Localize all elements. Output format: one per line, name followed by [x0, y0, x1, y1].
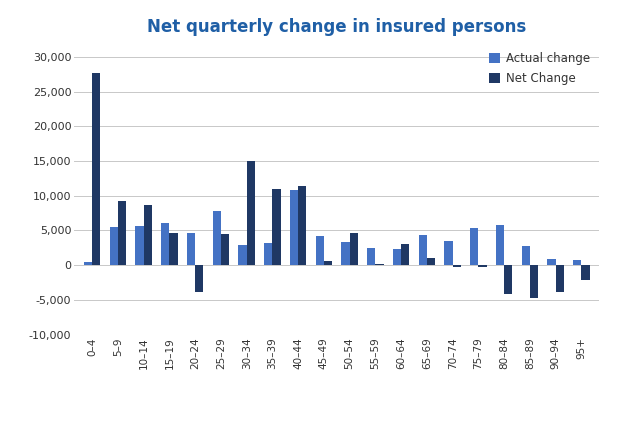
Bar [247, 161, 255, 265]
Bar [582, 265, 590, 281]
Bar [376, 264, 384, 265]
Bar [393, 249, 401, 265]
Bar [350, 233, 358, 265]
Bar [239, 245, 247, 265]
Bar [118, 201, 126, 265]
Bar [143, 205, 152, 265]
Bar [401, 245, 410, 265]
Bar [298, 186, 307, 265]
Bar [187, 233, 195, 265]
Bar [213, 211, 221, 265]
Bar [290, 190, 298, 265]
Bar [478, 265, 487, 267]
Bar [110, 227, 118, 265]
Bar [135, 226, 144, 265]
Bar [265, 243, 273, 265]
Bar [342, 242, 350, 265]
Bar [470, 228, 478, 265]
Bar [273, 189, 281, 265]
Bar [169, 233, 178, 265]
Bar [556, 265, 564, 292]
Legend: Actual change, Net Change: Actual change, Net Change [486, 49, 593, 89]
Bar [324, 261, 332, 265]
Bar [444, 241, 453, 265]
Bar [221, 234, 229, 265]
Bar [419, 235, 427, 265]
Bar [161, 224, 169, 265]
Bar [195, 265, 203, 292]
Bar [548, 259, 556, 265]
Bar [530, 265, 538, 298]
Bar [504, 265, 512, 294]
Bar [84, 262, 92, 265]
Bar [453, 265, 461, 267]
Bar [92, 73, 100, 265]
Bar [574, 260, 582, 265]
Bar [496, 225, 504, 265]
Bar [367, 248, 376, 265]
Bar [427, 257, 435, 265]
Bar [522, 246, 530, 265]
Bar [316, 236, 324, 265]
Title: Net quarterly change in insured persons: Net quarterly change in insured persons [147, 18, 527, 36]
